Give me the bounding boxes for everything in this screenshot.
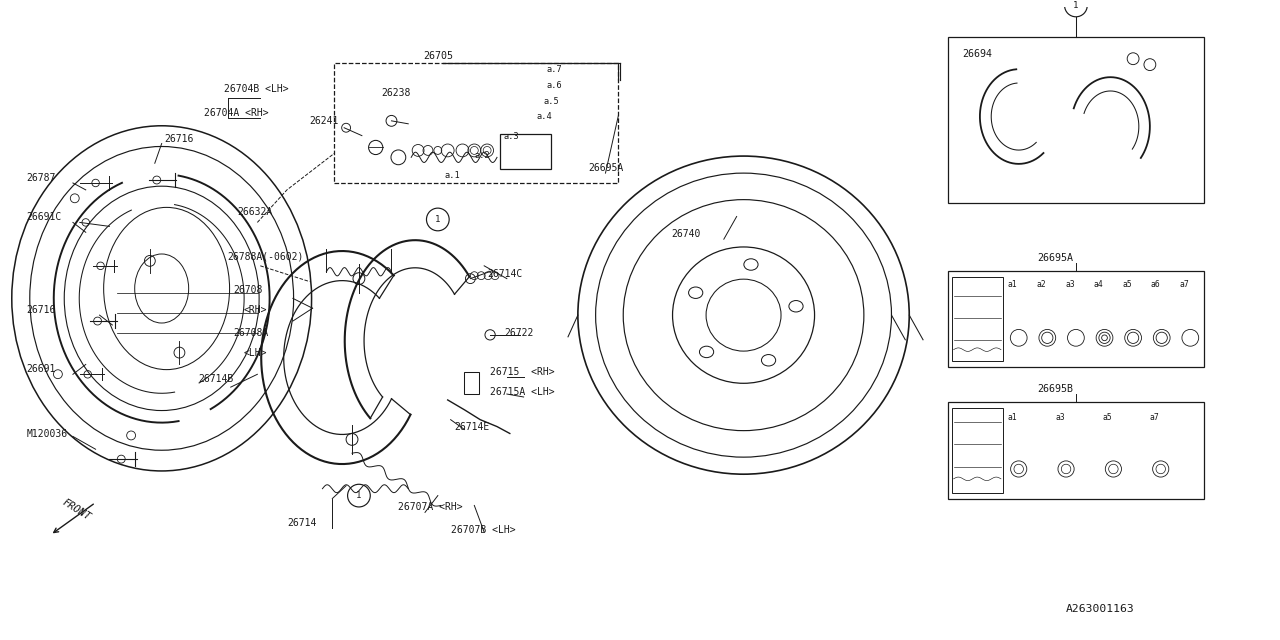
Text: FRONT: FRONT: [60, 497, 92, 522]
Text: a1: a1: [1007, 413, 1018, 422]
Text: 26695B: 26695B: [1038, 384, 1074, 394]
Text: 26695A: 26695A: [1038, 253, 1074, 263]
Text: a7: a7: [1149, 413, 1160, 422]
Text: 26695A: 26695A: [589, 163, 623, 173]
Text: a.4: a.4: [536, 112, 552, 121]
Bar: [951, 276, 1004, 362]
Text: a3: a3: [1055, 413, 1065, 422]
Text: 26707A <RH>: 26707A <RH>: [398, 502, 463, 513]
Text: 26716: 26716: [27, 305, 56, 315]
Text: 26238: 26238: [381, 88, 411, 98]
Text: 26708: 26708: [234, 285, 264, 296]
Bar: [947, 37, 1204, 203]
Bar: [947, 402, 1204, 499]
Text: a6: a6: [1151, 280, 1161, 289]
Text: a.7: a.7: [547, 65, 562, 74]
Text: 26740: 26740: [672, 229, 701, 239]
Text: 26714C: 26714C: [488, 269, 522, 278]
Bar: [334, 63, 618, 183]
Text: 1: 1: [1073, 1, 1079, 10]
Text: M120036: M120036: [27, 429, 68, 440]
Text: 26708A: 26708A: [234, 328, 269, 338]
Text: a4: a4: [1093, 280, 1103, 289]
Text: 26704A <RH>: 26704A <RH>: [204, 108, 269, 118]
Text: 26788A(-0602): 26788A(-0602): [228, 252, 305, 262]
Text: 26707B <LH>: 26707B <LH>: [451, 525, 516, 535]
Bar: [951, 408, 1004, 493]
Bar: [500, 134, 552, 169]
Text: 26715A <LH>: 26715A <LH>: [490, 387, 554, 397]
Text: a7: a7: [1179, 280, 1189, 289]
Text: 26714B: 26714B: [198, 374, 233, 384]
Text: 26705: 26705: [422, 51, 453, 61]
Text: 1: 1: [356, 491, 362, 500]
Text: 26691C: 26691C: [27, 212, 61, 223]
Text: a.2: a.2: [475, 151, 490, 160]
Bar: [947, 271, 1204, 367]
Text: a2: a2: [1037, 280, 1046, 289]
Text: a.3: a.3: [504, 132, 520, 141]
Text: 26694: 26694: [963, 49, 992, 59]
Text: a1: a1: [1007, 280, 1018, 289]
Text: 1: 1: [435, 215, 440, 224]
Text: a5: a5: [1102, 413, 1112, 422]
Text: 26632A: 26632A: [238, 207, 273, 216]
Text: 26691: 26691: [27, 364, 56, 374]
Text: 26704B <LH>: 26704B <LH>: [224, 84, 288, 94]
Text: 26714E: 26714E: [454, 422, 490, 431]
Text: a.6: a.6: [547, 81, 562, 90]
Text: 26716: 26716: [165, 134, 195, 143]
Text: 26714: 26714: [287, 518, 316, 528]
Text: 26787: 26787: [27, 173, 56, 183]
Text: a5: a5: [1123, 280, 1132, 289]
Text: 26241: 26241: [310, 116, 339, 126]
Text: <LH>: <LH>: [243, 348, 268, 358]
Text: 26715  <RH>: 26715 <RH>: [490, 367, 554, 377]
Text: a.1: a.1: [444, 171, 461, 180]
Text: a3: a3: [1065, 280, 1075, 289]
Bar: [465, 372, 479, 394]
Text: 26722: 26722: [504, 328, 534, 338]
Text: A263001163: A263001163: [1066, 604, 1135, 614]
Text: <RH>: <RH>: [243, 305, 268, 315]
Text: a.5: a.5: [543, 97, 559, 106]
